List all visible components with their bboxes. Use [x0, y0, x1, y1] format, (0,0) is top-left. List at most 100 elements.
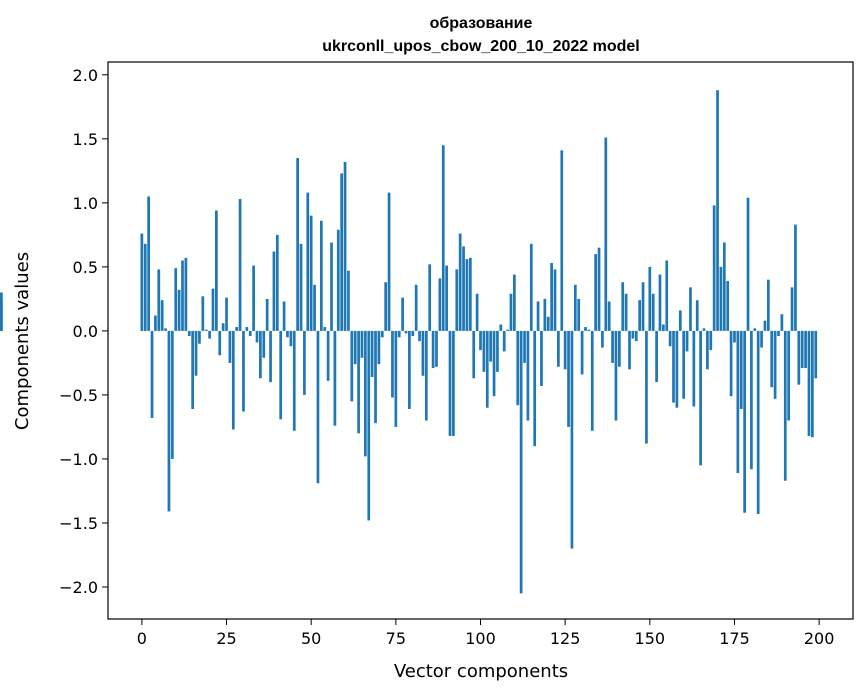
bar: [316, 330, 320, 484]
bar: [560, 150, 564, 331]
bar: [655, 330, 658, 383]
bar: [499, 324, 503, 331]
bar: [638, 300, 642, 331]
x-axis-label: Vector components: [394, 661, 568, 682]
bar: [140, 233, 144, 331]
x-tick-label: 50: [301, 629, 321, 648]
bar: [269, 330, 272, 383]
bar: [814, 330, 818, 379]
bar: [360, 330, 364, 358]
x-tick-label: 25: [216, 629, 236, 648]
bar: [238, 199, 242, 331]
bar: [275, 234, 279, 331]
bar: [624, 293, 628, 331]
bar: [248, 330, 252, 337]
bar: [719, 266, 723, 331]
bar: [790, 287, 794, 331]
bar: [215, 210, 218, 331]
bar: [540, 330, 543, 386]
bar: [513, 274, 516, 331]
bar: [330, 242, 333, 331]
bar: [689, 287, 692, 331]
bar: [628, 330, 631, 370]
bar: [682, 330, 686, 399]
bar: [279, 330, 283, 420]
bar: [252, 265, 255, 331]
bar: [387, 192, 391, 331]
bar: [794, 224, 797, 331]
bar: [770, 330, 774, 388]
bar: [567, 330, 570, 427]
bar: [231, 330, 235, 430]
bar: [397, 330, 401, 338]
bar: [509, 293, 513, 331]
y-tick-label: −1.0: [59, 450, 98, 469]
bar: [353, 330, 357, 365]
bar: [658, 274, 662, 331]
bar: [242, 330, 245, 412]
y-axis-label: Components values: [12, 252, 33, 430]
bar: [645, 330, 648, 444]
bar: [712, 205, 716, 331]
plot-frame: [107, 61, 854, 620]
bar: [411, 330, 415, 337]
bar: [0, 300, 3, 331]
bar: [157, 269, 161, 331]
x-axis-ticks: 0 25 50 75 100 125 150 175 200: [137, 619, 834, 648]
bar: [292, 330, 296, 431]
bar: [699, 330, 702, 466]
bar: [421, 330, 425, 376]
bar: [262, 330, 266, 358]
bar: [590, 330, 594, 431]
bar: [570, 330, 574, 549]
bar: [604, 137, 608, 331]
bar: [502, 330, 506, 352]
bar: [424, 330, 428, 421]
bar: [370, 330, 374, 377]
bar: [319, 220, 323, 331]
bar: [526, 330, 530, 421]
bar: [580, 330, 584, 375]
bar: [631, 330, 635, 339]
bar: [706, 330, 709, 370]
bar: [584, 327, 587, 331]
bar: [255, 330, 259, 343]
bar: [668, 330, 672, 347]
bar: [607, 301, 611, 331]
bar: [763, 320, 767, 331]
bar: [259, 330, 262, 379]
bar: [435, 330, 438, 367]
y-tick-label: 2.0: [73, 66, 98, 85]
bar: [160, 300, 164, 331]
bar: [573, 284, 577, 331]
bar: [729, 330, 733, 397]
bar: [201, 296, 205, 331]
bar: [303, 330, 306, 395]
x-tick-label: 75: [386, 629, 406, 648]
bar: [726, 280, 730, 331]
bar: [221, 323, 225, 331]
bar: [709, 330, 713, 351]
bar: [523, 330, 526, 363]
bar: [448, 330, 452, 436]
bar: [170, 330, 174, 459]
bar: [766, 279, 770, 331]
bar: [364, 330, 367, 457]
bar: [428, 264, 432, 331]
bar: [634, 330, 638, 342]
y-tick-label: −0.5: [59, 386, 98, 405]
bar: [739, 330, 743, 410]
bar: [577, 298, 581, 331]
bar: [675, 330, 679, 408]
bar: [811, 330, 814, 438]
bar: [557, 330, 560, 367]
bar: [529, 243, 533, 331]
bar: [143, 243, 147, 331]
bar: [452, 330, 455, 436]
bar: [225, 297, 228, 331]
bar: [462, 246, 465, 331]
bar: [289, 330, 293, 347]
bar: [380, 330, 384, 338]
bar: [685, 330, 689, 352]
chart-subtitle: ukrconll_upos_cbow_200_10_2022 model: [322, 38, 639, 55]
